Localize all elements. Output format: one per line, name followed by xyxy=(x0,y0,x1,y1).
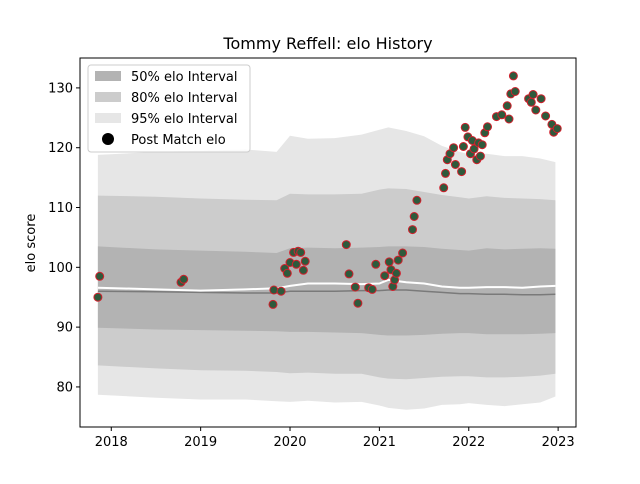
post-match-elo-point xyxy=(552,124,562,134)
legend-swatch-80 xyxy=(95,92,121,102)
post-match-elo-point xyxy=(526,97,536,107)
post-match-elo-point xyxy=(510,87,520,96)
post-match-elo-point xyxy=(483,122,492,132)
post-match-elo-point xyxy=(380,271,390,281)
y-tick-label: 100 xyxy=(48,261,73,276)
legend-swatch-95 xyxy=(95,113,121,123)
x-tick-label: 2020 xyxy=(273,435,306,450)
chart-title: Tommy Reffell: elo History xyxy=(222,34,432,53)
x-tick-label: 2023 xyxy=(542,435,575,450)
post-match-elo-point xyxy=(536,94,546,104)
y-axis-label: elo score xyxy=(24,214,39,273)
post-match-elo-point xyxy=(298,265,308,275)
post-match-elo-point xyxy=(93,292,103,302)
post-match-elo-point xyxy=(531,105,541,115)
y-tick-label: 80 xyxy=(56,380,73,395)
post-match-elo-point xyxy=(384,257,394,267)
y-tick-label: 120 xyxy=(48,141,73,156)
post-match-elo-point xyxy=(502,101,512,111)
post-match-elo-point xyxy=(296,247,306,257)
legend-label: 50% elo Interval xyxy=(131,70,238,85)
post-match-elo-point xyxy=(441,168,450,178)
post-match-elo-point xyxy=(393,255,403,265)
post-match-elo-point xyxy=(179,274,189,284)
post-match-elo-point xyxy=(458,142,468,151)
post-match-elo-point xyxy=(268,299,278,309)
y-tick-label: 130 xyxy=(48,81,73,96)
y-tick-label: 110 xyxy=(48,201,73,216)
post-match-elo-point xyxy=(477,140,487,150)
legend-label: 95% elo Interval xyxy=(131,112,238,127)
axes: 2018 2019 2020 2021 2022 2023 80 90 100 110 120 130 xyxy=(48,57,577,450)
x-tick-label: 2022 xyxy=(452,435,485,450)
post-match-elo-point xyxy=(528,90,538,99)
post-match-elo-point xyxy=(350,282,360,292)
post-match-elo-point xyxy=(367,284,377,294)
legend-marker-post-match xyxy=(102,133,114,145)
post-match-elo-point xyxy=(469,144,479,154)
x-tick-label: 2021 xyxy=(363,435,396,450)
post-match-elo-point xyxy=(276,286,286,296)
post-match-elo-point xyxy=(475,151,485,161)
post-match-elo-point xyxy=(504,114,514,124)
post-match-elo-point xyxy=(449,143,459,153)
plot-frame xyxy=(79,57,577,428)
post-match-elo-point xyxy=(412,195,422,205)
post-match-elo-point xyxy=(541,111,551,121)
post-match-elo-point xyxy=(439,183,449,193)
post-match-elo-point xyxy=(497,110,507,120)
post-match-elo-point xyxy=(269,285,279,295)
post-match-elo-point xyxy=(508,71,518,81)
median-elo-line xyxy=(97,289,556,296)
legend: 50% elo Interval 80% elo Interval 95% elo … xyxy=(87,64,251,153)
post-match-elo-point xyxy=(341,240,351,250)
post-match-elo-point xyxy=(95,271,105,281)
x-tick-label: 2018 xyxy=(95,435,128,450)
legend-swatch-50 xyxy=(95,71,121,81)
post-match-elo-point xyxy=(344,269,354,279)
post-match-elo-point xyxy=(371,259,381,269)
post-match-elo-point xyxy=(353,298,363,308)
post-match-elo-point xyxy=(450,160,460,169)
legend-label: Post Match elo xyxy=(131,133,226,148)
post-match-elo-point xyxy=(398,248,408,258)
plot-area xyxy=(93,71,562,410)
post-match-elo-point xyxy=(457,167,467,177)
x-tick-label: 2019 xyxy=(184,435,217,450)
post-match-elo-point xyxy=(391,268,401,278)
post-match-elo-point xyxy=(409,212,419,221)
legend-label: 80% elo Interval xyxy=(131,91,238,106)
y-tick-label: 90 xyxy=(56,321,73,336)
mean-elo-line xyxy=(97,278,556,292)
post-match-elo-point xyxy=(460,122,470,132)
post-match-elo-point xyxy=(300,256,310,266)
post-match-elo-point xyxy=(408,225,417,235)
post-match-elo-point xyxy=(282,268,292,278)
post-match-elo-point xyxy=(291,259,301,269)
legend-box xyxy=(87,64,251,153)
